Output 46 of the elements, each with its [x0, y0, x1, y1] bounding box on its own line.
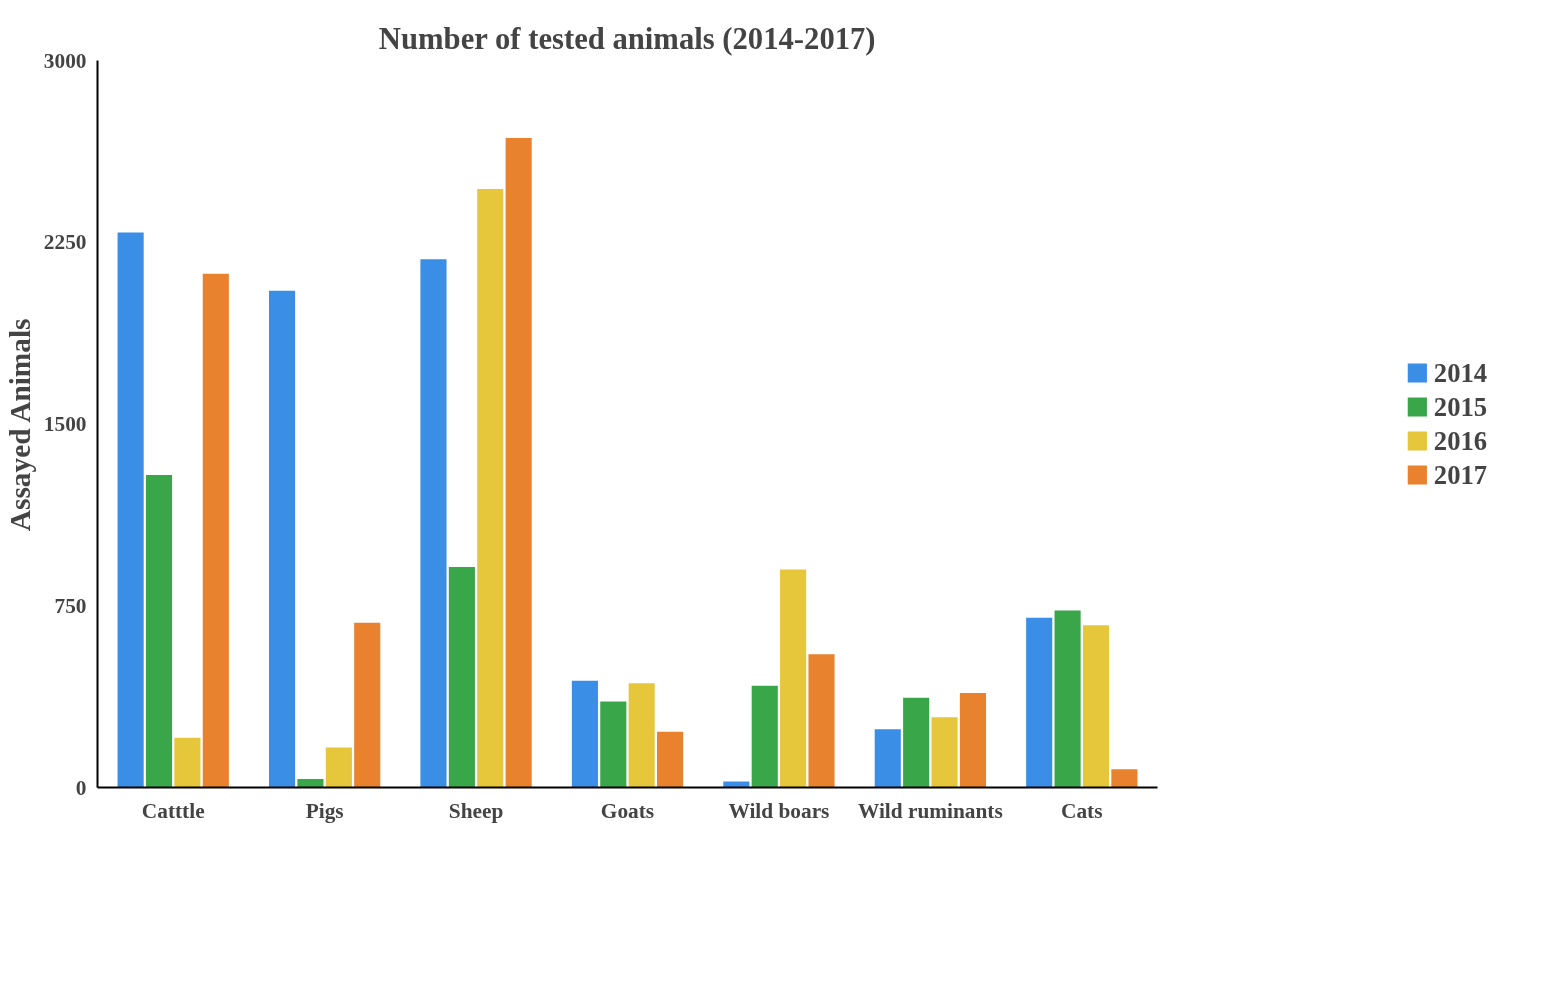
bar: [268, 290, 296, 788]
bar: [297, 779, 324, 788]
bar: [1026, 617, 1053, 788]
legend-label: 2016: [1433, 425, 1488, 456]
y-tick-label: 1500: [43, 412, 87, 436]
bar: [477, 188, 504, 788]
x-tick-label: Goats: [600, 798, 655, 823]
bar: [117, 232, 144, 788]
bar: [723, 781, 750, 788]
legend-label: 2014: [1433, 357, 1488, 388]
bar: [1054, 610, 1081, 788]
bar: [903, 697, 930, 788]
bar: [959, 692, 987, 788]
bar: [600, 701, 627, 788]
x-tick-label: Catttle: [141, 798, 205, 823]
x-tick-label: Wild ruminants: [857, 798, 1003, 823]
bar: [751, 685, 778, 788]
chart-title: Number of tested animals (2014-2017): [378, 21, 876, 56]
bar: [808, 654, 835, 788]
y-tick-label: 0: [75, 775, 87, 800]
y-tick-label: 750: [54, 593, 87, 618]
bar: [931, 717, 958, 788]
legend-label: 2017: [1433, 459, 1488, 490]
y-tick-label: 3000: [43, 48, 87, 73]
bar: [448, 566, 475, 788]
y-tick-label: 2250: [43, 230, 87, 255]
bar: [657, 731, 684, 788]
x-tick-label: Wild boars: [728, 798, 830, 823]
bar: [325, 747, 352, 788]
x-tick-label: Sheep: [448, 798, 504, 823]
legend-label: 2015: [1433, 391, 1488, 422]
x-tick-label: Pigs: [305, 798, 344, 823]
bar: [628, 683, 655, 788]
bar: [354, 622, 381, 788]
y-axis-title: Assayed Animals: [3, 318, 36, 532]
bar: [1111, 769, 1138, 788]
bar: [874, 729, 901, 788]
x-tick-label: Cats: [1061, 798, 1103, 823]
bar: [505, 138, 532, 788]
bar: [1082, 625, 1110, 788]
bar: [420, 259, 447, 788]
bar: [780, 569, 807, 788]
bar: [571, 680, 598, 788]
bar: [202, 273, 229, 788]
bar: [174, 737, 201, 788]
bar: [145, 474, 173, 788]
